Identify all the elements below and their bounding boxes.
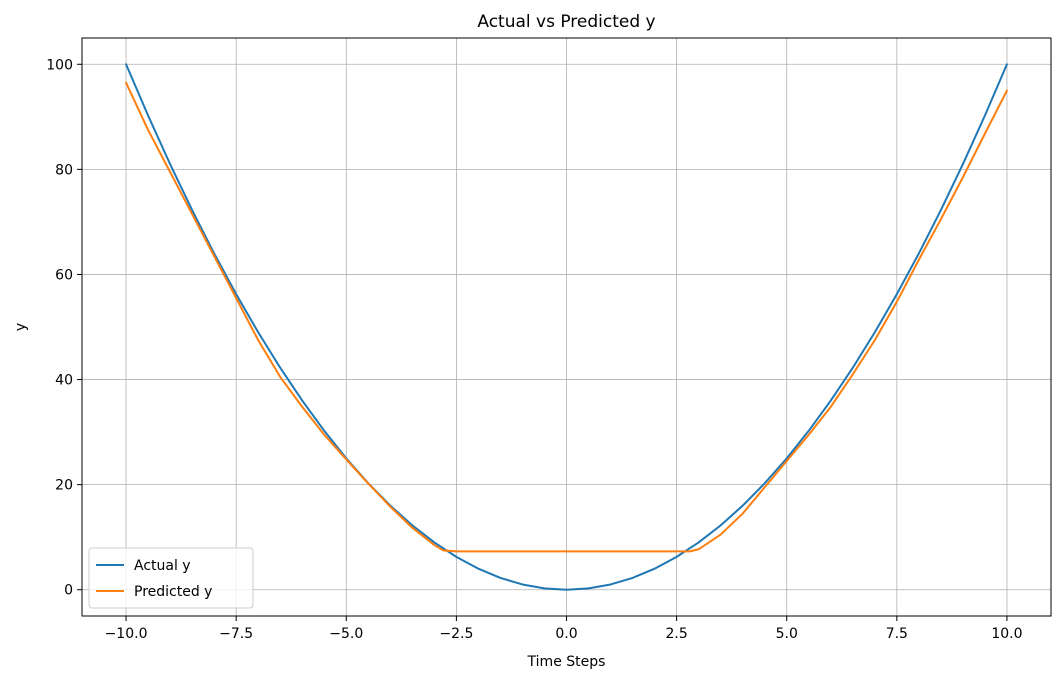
y-tick-label: 0 — [64, 583, 73, 599]
legend-label-predicted-y: Predicted y — [134, 584, 212, 600]
x-tick-label: −2.5 — [439, 626, 473, 642]
series-line-predicted-y — [125, 81, 1008, 553]
y-tick-label: 40 — [55, 373, 73, 389]
grid-lines — [82, 38, 1051, 616]
x-tick-label: 2.5 — [665, 626, 687, 642]
legend-label-actual-y: Actual y — [134, 558, 191, 574]
y-tick-label: 20 — [55, 478, 73, 494]
x-tick-label: 0.0 — [555, 626, 577, 642]
y-tick-label: 80 — [55, 162, 73, 178]
x-tick-label: −7.5 — [219, 626, 253, 642]
legend-box — [88, 547, 254, 609]
x-tick-label: −10.0 — [105, 626, 148, 642]
y-tick-label: 100 — [46, 57, 73, 73]
series-lines — [125, 63, 1008, 591]
series-line-actual-y — [125, 63, 1008, 591]
x-tick-label: 5.0 — [776, 626, 798, 642]
legend: Actual y Predicted y — [88, 547, 254, 609]
chart-title: Actual vs Predicted y — [477, 12, 655, 32]
y-tick-label: 60 — [55, 267, 73, 283]
x-tick-label: 10.0 — [991, 626, 1022, 642]
x-tick-label: 7.5 — [886, 626, 908, 642]
x-tick-label: −5.0 — [329, 626, 363, 642]
axis-ticks: −10.0 −7.5 −5.0 −2.5 0.0 2.5 5.0 7.5 10.0 0 20 40 60… — [46, 57, 1022, 642]
x-axis-label: Time Steps — [527, 654, 606, 670]
y-axis-label: y — [13, 323, 29, 331]
